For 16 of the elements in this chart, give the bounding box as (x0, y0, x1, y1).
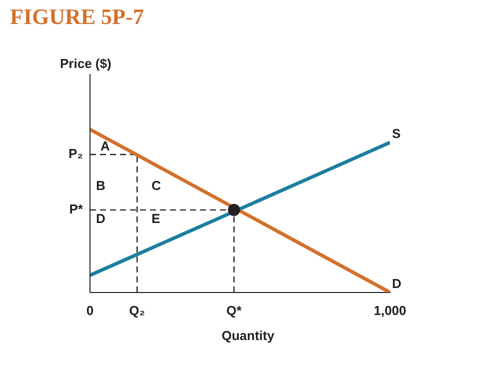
series-label: D (392, 276, 402, 291)
annotation: A (100, 138, 110, 154)
annotation: P* (69, 202, 84, 217)
annotation: B (96, 178, 106, 194)
series-label: S (392, 126, 401, 142)
annotation: P₂ (68, 146, 84, 162)
x-tick-label: 1,000 (374, 302, 406, 318)
x-tick-label: 0 (86, 302, 94, 318)
x-axis-title: Quantity (222, 328, 274, 343)
annotation: E (152, 210, 160, 226)
annotation: C (152, 178, 162, 194)
chart-title: FIGURE 5P-7 (10, 4, 144, 30)
x-tick-label: Q₂ (129, 302, 146, 318)
annotation: D (96, 210, 106, 226)
y-axis-title: Price ($) (60, 56, 112, 71)
x-tick-label: Q* (226, 302, 243, 318)
